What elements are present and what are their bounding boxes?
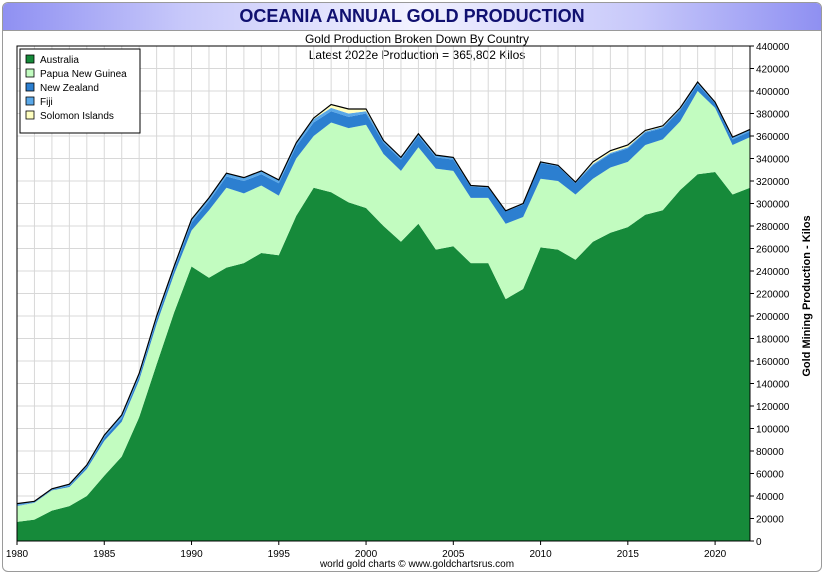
- y-tick-label: 60000: [756, 470, 784, 481]
- y-tick-label: 100000: [756, 425, 790, 436]
- y-tick-label: 140000: [756, 380, 790, 391]
- y-tick-label: 320000: [756, 177, 790, 188]
- chart-title: OCEANIA ANNUAL GOLD PRODUCTION: [239, 6, 585, 26]
- legend-swatch-solomon-islands: [25, 110, 35, 120]
- x-tick-label: 2005: [442, 549, 465, 560]
- y-tick-label: 0: [756, 537, 762, 548]
- x-tick-label: 1990: [180, 549, 203, 560]
- x-tick-label: 2020: [704, 549, 727, 560]
- chart-subtitle: Gold Production Broken Down By Country: [305, 32, 529, 46]
- chart-annotation: Latest 2022e Production = 365,802 Kilos: [309, 48, 526, 62]
- y-tick-label: 200000: [756, 312, 790, 323]
- y-tick-label: 240000: [756, 267, 790, 278]
- y-tick-label: 380000: [756, 110, 790, 121]
- x-tick-label: 1980: [6, 549, 29, 560]
- area-papua-new-guinea: [17, 91, 750, 522]
- legend-swatch-australia: [25, 54, 35, 64]
- axis-ticks: 0 20000 40000 60000 80000 100000 120000 140000 1…: [6, 42, 790, 560]
- legend-label-australia: Australia: [40, 55, 79, 66]
- y-tick-label: 360000: [756, 132, 790, 143]
- area-australia: [17, 172, 750, 541]
- y-tick-label: 440000: [756, 42, 790, 53]
- y-tick-label: 260000: [756, 245, 790, 256]
- x-tick-label: 1995: [268, 549, 291, 560]
- x-tick-label: 2000: [355, 549, 378, 560]
- y-tick-label: 180000: [756, 335, 790, 346]
- title-bar: OCEANIA ANNUAL GOLD PRODUCTION: [3, 3, 821, 31]
- y-tick-label: 20000: [756, 515, 784, 526]
- chart-canvas: Gold Production Broken Down By Country L…: [6, 32, 813, 570]
- x-tick-label: 2010: [529, 549, 552, 560]
- x-tick-label: 1985: [93, 549, 116, 560]
- y-tick-label: 160000: [756, 357, 790, 368]
- legend-label-solomon-islands: Solomon Islands: [40, 111, 114, 122]
- y-tick-label: 400000: [756, 87, 790, 98]
- legend: Australia Papua New Guinea New Zealand Fiji…: [19, 48, 141, 134]
- y-tick-label: 120000: [756, 402, 790, 413]
- y-tick-label: 300000: [756, 200, 790, 211]
- x-tick-label: 2015: [617, 549, 640, 560]
- y-tick-label: 220000: [756, 290, 790, 301]
- legend-swatch-papua-new-guinea: [25, 68, 35, 78]
- y-axis-label: Gold Mining Production - Kilos: [801, 215, 813, 376]
- y-tick-label: 40000: [756, 492, 784, 503]
- stacked-areas: [16, 81, 751, 541]
- legend-label-papua-new-guinea: Papua New Guinea: [40, 69, 127, 80]
- y-tick-label: 420000: [756, 65, 790, 76]
- y-tick-label: 80000: [756, 447, 784, 458]
- legend-swatch-fiji: [25, 96, 35, 106]
- legend-label-fiji: Fiji: [40, 97, 53, 108]
- chart-footer: world gold charts © www.goldchartsrus.co…: [319, 559, 514, 570]
- legend-label-new-zealand: New Zealand: [40, 83, 99, 94]
- y-tick-label: 340000: [756, 155, 790, 166]
- total-outline: [16, 81, 751, 505]
- legend-box: [19, 48, 141, 134]
- legend-swatch-new-zealand: [25, 82, 35, 92]
- y-tick-label: 280000: [756, 222, 790, 233]
